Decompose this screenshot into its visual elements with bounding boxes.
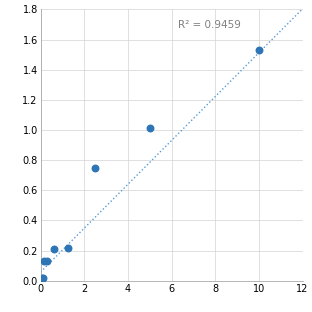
Point bbox=[52, 246, 57, 251]
Point bbox=[66, 245, 71, 250]
Point bbox=[147, 126, 152, 131]
Point bbox=[41, 275, 46, 280]
Point bbox=[38, 278, 43, 283]
Point bbox=[256, 47, 261, 52]
Point bbox=[45, 259, 50, 264]
Point bbox=[39, 275, 44, 280]
Text: R² = 0.9459: R² = 0.9459 bbox=[178, 20, 241, 30]
Point bbox=[41, 259, 46, 264]
Point bbox=[93, 165, 98, 170]
